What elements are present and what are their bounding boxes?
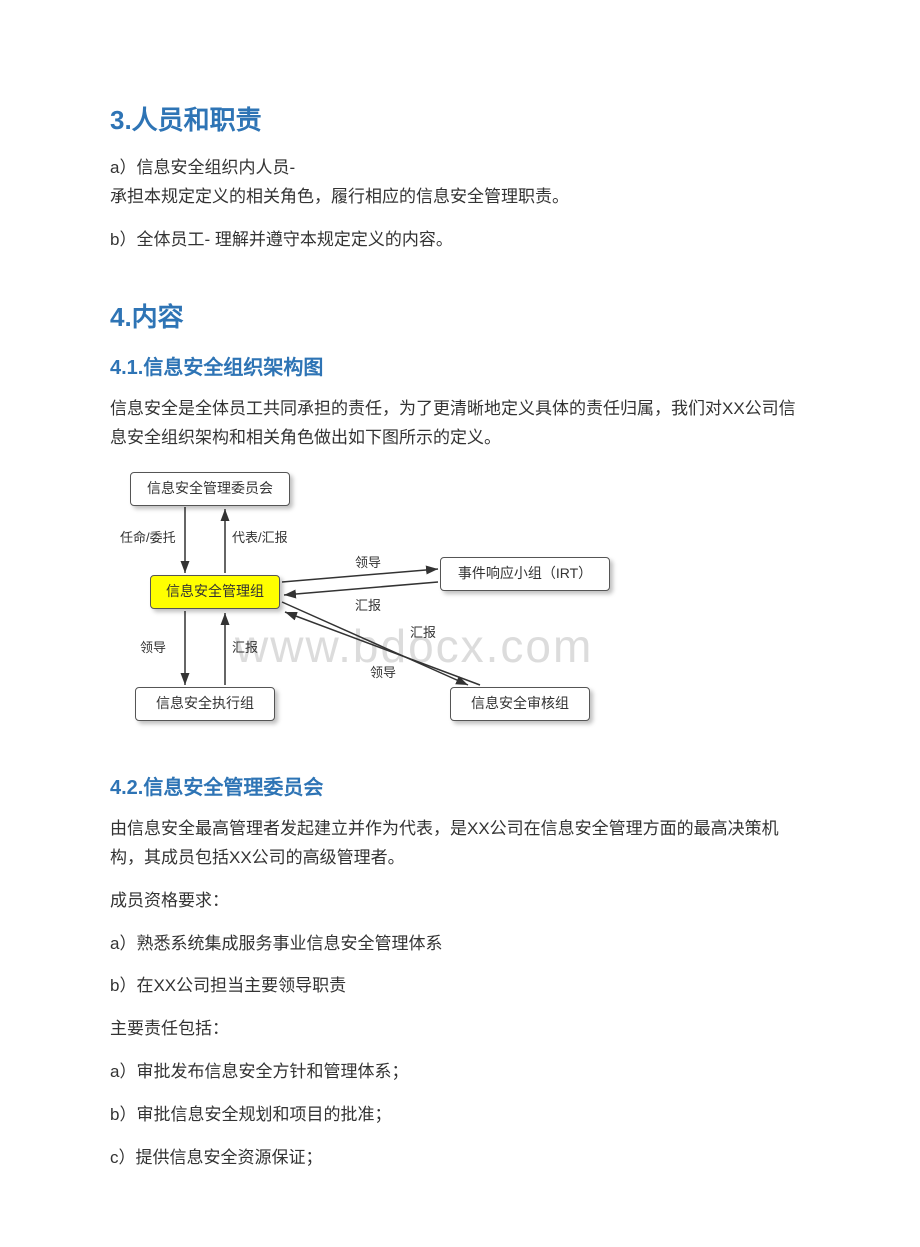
- edge-label: 任命/委托: [120, 527, 176, 549]
- body-paragraph: a）审批发布信息安全方针和管理体系；: [110, 1058, 810, 1087]
- node-exec-group: 信息安全执行组: [135, 687, 275, 721]
- body-paragraph: a）信息安全组织内人员- 承担本规定定义的相关角色，履行相应的信息安全管理职责。: [110, 154, 810, 212]
- heading-section-4-2: 4.2.信息安全管理委员会: [110, 771, 810, 805]
- heading-section-4: 4.内容: [110, 295, 810, 339]
- body-paragraph: 主要责任包括：: [110, 1015, 810, 1044]
- body-paragraph: 信息安全是全体员工共同承担的责任，为了更清晰地定义具体的责任归属，我们对XX公司…: [110, 395, 810, 453]
- node-irt: 事件响应小组（IRT）: [440, 557, 610, 591]
- body-paragraph: c）提供信息安全资源保证；: [110, 1144, 810, 1173]
- body-paragraph: b）全体员工- 理解并遵守本规定定义的内容。: [110, 226, 810, 255]
- node-mgmt-group: 信息安全管理组: [150, 575, 280, 609]
- edge-label: 汇报: [410, 622, 436, 644]
- body-paragraph: 成员资格要求：: [110, 887, 810, 916]
- org-chart-diagram: www.bdocx.com 信息安全管理委员会 信息安全管理组 信息安全执行组 …: [110, 467, 630, 727]
- body-paragraph: b）在XX公司担当主要领导职责: [110, 972, 810, 1001]
- edge-label: 领导: [370, 662, 396, 684]
- body-paragraph: a）熟悉系统集成服务事业信息安全管理体系: [110, 930, 810, 959]
- edge-label: 汇报: [232, 637, 258, 659]
- watermark-text: www.bdocx.com: [235, 607, 593, 685]
- text-line: 承担本规定定义的相关角色，履行相应的信息安全管理职责。: [110, 187, 569, 206]
- heading-section-4-1: 4.1.信息安全组织架构图: [110, 351, 810, 385]
- body-paragraph: b）审批信息安全规划和项目的批准；: [110, 1101, 810, 1130]
- edge-label: 代表/汇报: [232, 527, 288, 549]
- edge-label: 领导: [355, 552, 381, 574]
- body-paragraph: 由信息安全最高管理者发起建立并作为代表，是XX公司在信息安全管理方面的最高决策机…: [110, 815, 810, 873]
- node-audit-group: 信息安全审核组: [450, 687, 590, 721]
- text-line: a）信息安全组织内人员-: [110, 158, 295, 177]
- edge-label: 汇报: [355, 595, 381, 617]
- node-committee: 信息安全管理委员会: [130, 472, 290, 506]
- edge-label: 领导: [140, 637, 166, 659]
- heading-section-3: 3.人员和职责: [110, 98, 810, 142]
